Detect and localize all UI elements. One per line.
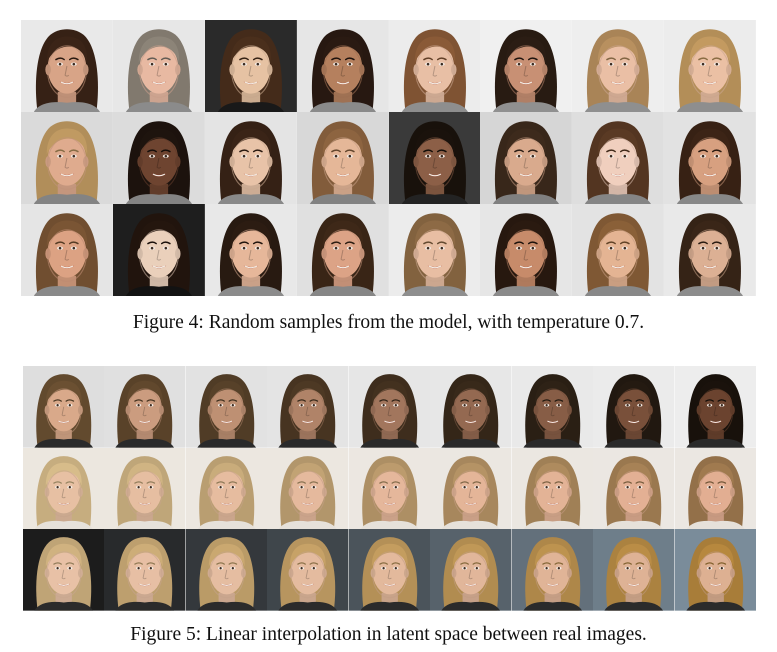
sample-face-image — [204, 112, 297, 204]
interpolation-face-image — [185, 447, 268, 530]
interpolation-face-image — [104, 366, 186, 448]
sample-face-image — [572, 204, 665, 296]
interpolation-face-image — [267, 447, 349, 530]
sample-face-image — [664, 204, 756, 296]
sample-face-image — [21, 20, 113, 112]
figure4-sample-grid — [21, 20, 756, 296]
interpolation-face-image — [348, 447, 431, 530]
interpolation-face-image — [23, 529, 105, 611]
interpolation-face-image — [674, 529, 756, 611]
figure5-caption: Figure 5: Linear interpolation in latent… — [130, 624, 647, 645]
interpolation-face-image — [511, 366, 594, 448]
interpolation-face-image — [185, 366, 268, 448]
interpolation-face-image — [185, 529, 268, 611]
sample-face-image — [21, 112, 113, 204]
sample-face-image — [388, 204, 481, 296]
interpolation-face-image — [430, 529, 512, 611]
sample-face-image — [572, 112, 665, 204]
interpolation-face-image — [593, 366, 675, 448]
sample-face-image — [664, 112, 756, 204]
interpolation-face-image — [348, 529, 431, 611]
interpolation-face-image — [593, 447, 675, 530]
sample-face-image — [388, 112, 481, 204]
sample-face-image — [112, 204, 205, 296]
sample-face-image — [664, 20, 756, 112]
figure5-interpolation-grid — [23, 366, 756, 611]
interpolation-face-image — [430, 366, 512, 448]
interpolation-face-image — [23, 447, 105, 530]
sample-face-image — [296, 20, 389, 112]
interpolation-face-image — [674, 447, 756, 530]
sample-face-image — [112, 20, 205, 112]
interpolation-face-image — [593, 529, 675, 611]
sample-face-image — [480, 204, 573, 296]
sample-face-image — [204, 204, 297, 296]
figure4-caption: Figure 4: Random samples from the model,… — [132, 312, 645, 333]
interpolation-face-image — [511, 447, 594, 530]
interpolation-face-image — [104, 529, 186, 611]
sample-face-image — [296, 204, 389, 296]
interpolation-face-image — [23, 366, 105, 448]
sample-face-image — [388, 20, 481, 112]
interpolation-face-image — [430, 447, 512, 530]
interpolation-face-image — [267, 366, 349, 448]
sample-face-image — [480, 20, 573, 112]
interpolation-face-image — [348, 366, 431, 448]
interpolation-face-image — [267, 529, 349, 611]
sample-face-image — [21, 204, 113, 296]
interpolation-face-image — [511, 529, 594, 611]
sample-face-image — [296, 112, 389, 204]
sample-face-image — [112, 112, 205, 204]
sample-face-image — [204, 20, 297, 112]
interpolation-face-image — [674, 366, 756, 448]
sample-face-image — [572, 20, 665, 112]
interpolation-face-image — [104, 447, 186, 530]
sample-face-image — [480, 112, 573, 204]
